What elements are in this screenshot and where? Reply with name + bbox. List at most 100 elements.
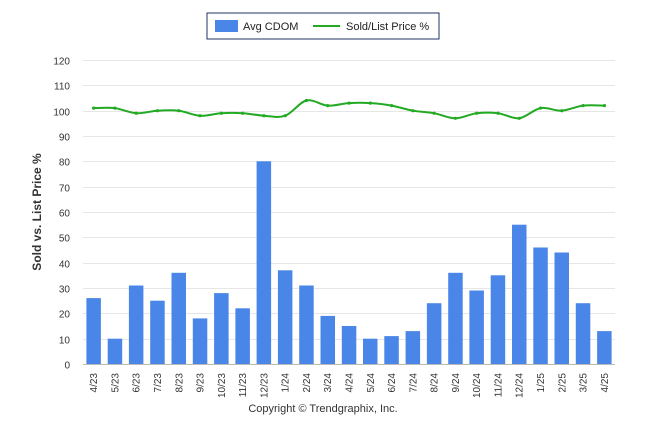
legend-swatch-bar xyxy=(215,20,238,32)
y-tick-label: 20 xyxy=(59,310,71,321)
legend: Avg CDOM Sold/List Price % xyxy=(206,12,440,40)
y-tick-label: 30 xyxy=(59,285,71,296)
point-sold-list-10-24 xyxy=(475,111,479,115)
y-tick-label: 70 xyxy=(59,184,71,195)
bar-avg-cdom-4-25 xyxy=(597,331,612,364)
point-sold-list-8-23 xyxy=(177,109,181,113)
copyright-text: Copyright © Trendgraphix, Inc. xyxy=(248,403,398,415)
point-sold-list-2-24 xyxy=(304,98,308,103)
y-tick-label: 40 xyxy=(59,260,71,271)
point-sold-list-6-23 xyxy=(134,111,138,115)
x-axis-ticks: 4/23 5/23 6/23 7/23 8/23 9/23 10/23 11/23 12/23 1… xyxy=(89,373,611,398)
bar-avg-cdom-10-23 xyxy=(214,293,229,364)
bar-avg-cdom-7-23 xyxy=(150,300,165,364)
bar-avg-cdom-12-24 xyxy=(512,224,527,364)
line-series xyxy=(92,98,607,120)
bar-avg-cdom-9-24 xyxy=(448,272,463,364)
bar-avg-cdom-5-24 xyxy=(363,338,378,364)
point-sold-list-4-23 xyxy=(92,106,96,110)
x-tick-label: 1/25 xyxy=(536,373,547,393)
point-sold-list-4-25 xyxy=(602,104,607,108)
bar-avg-cdom-5-23 xyxy=(107,338,123,364)
point-sold-list-3-25 xyxy=(581,104,585,108)
x-tick-label: 9/24 xyxy=(451,373,462,393)
x-tick-label: 12/23 xyxy=(259,373,270,398)
x-tick-label: 9/23 xyxy=(196,373,207,393)
bar-avg-cdom-6-23 xyxy=(128,285,144,364)
bar-avg-cdom-11-23 xyxy=(235,308,250,364)
bar-avg-cdom-2-25 xyxy=(554,252,569,364)
x-tick-label: 4/25 xyxy=(600,373,611,393)
point-sold-list-3-24 xyxy=(326,104,330,108)
bar-avg-cdom-1-25 xyxy=(533,247,548,364)
bar-avg-cdom-4-23 xyxy=(86,298,101,364)
bar-series xyxy=(86,161,612,364)
x-tick-label: 2/25 xyxy=(557,373,568,393)
point-sold-list-12-24 xyxy=(517,116,521,120)
point-sold-list-6-24 xyxy=(390,104,394,108)
bar-avg-cdom-10-24 xyxy=(469,290,484,364)
point-sold-list-1-24 xyxy=(283,114,287,118)
x-tick-label: 3/24 xyxy=(323,373,334,393)
x-tick-label: 6/24 xyxy=(387,373,398,393)
x-tick-label: 5/24 xyxy=(366,373,377,393)
bar-avg-cdom-7-24 xyxy=(405,331,421,364)
point-sold-list-11-24 xyxy=(496,111,500,115)
x-tick-label: 11/24 xyxy=(494,373,505,398)
y-tick-label: 110 xyxy=(54,82,70,93)
y-tick-label: 90 xyxy=(59,133,71,144)
x-tick-label: 1/24 xyxy=(281,373,292,393)
point-sold-list-7-24 xyxy=(411,109,415,113)
point-sold-list-11-23 xyxy=(241,111,245,115)
bar-avg-cdom-12-23 xyxy=(256,161,272,364)
y-tick-label: 100 xyxy=(53,108,70,119)
bar-avg-cdom-3-25 xyxy=(575,303,591,364)
bar-avg-cdom-8-24 xyxy=(426,303,442,364)
x-tick-label: 7/24 xyxy=(408,373,419,393)
x-tick-label: 8/24 xyxy=(430,373,441,393)
x-tick-label: 4/24 xyxy=(345,373,356,393)
x-tick-label: 8/23 xyxy=(174,373,185,393)
bar-avg-cdom-11-24 xyxy=(490,275,506,364)
x-tick-label: 11/23 xyxy=(238,373,249,398)
legend-label-line: Sold/List Price % xyxy=(346,21,429,33)
x-tick-label: 2/24 xyxy=(302,373,313,393)
y-tick-label: 80 xyxy=(59,158,71,169)
point-sold-list-5-23 xyxy=(113,106,117,110)
bar-avg-cdom-1-24 xyxy=(277,270,293,364)
point-sold-list-9-24 xyxy=(453,116,457,120)
point-sold-list-1-25 xyxy=(538,106,543,110)
point-sold-list-8-24 xyxy=(432,111,436,115)
point-sold-list-12-23 xyxy=(262,114,266,118)
point-sold-list-10-23 xyxy=(219,111,223,115)
y-tick-label: 10 xyxy=(59,336,71,347)
point-sold-list-4-24 xyxy=(347,101,351,105)
x-tick-label: 12/24 xyxy=(515,373,526,398)
point-sold-list-7-23 xyxy=(155,109,160,113)
bar-avg-cdom-8-23 xyxy=(171,272,186,364)
y-tick-label: 50 xyxy=(59,234,71,245)
x-tick-label: 6/23 xyxy=(132,373,143,393)
bar-avg-cdom-6-24 xyxy=(384,336,399,364)
y-axis-ticks: 0 10 20 30 40 50 60 70 80 90 100 110 120 xyxy=(53,57,70,372)
y-tick-label: 0 xyxy=(64,361,70,372)
point-sold-list-9-23 xyxy=(198,114,202,118)
x-tick-label: 10/23 xyxy=(217,373,228,398)
bar-avg-cdom-4-24 xyxy=(341,326,357,364)
x-tick-label: 4/23 xyxy=(89,373,100,393)
x-tick-label: 7/23 xyxy=(153,373,164,393)
y-axis-title: Sold vs. List Price % xyxy=(30,153,44,271)
y-tick-label: 60 xyxy=(59,209,71,220)
x-tick-label: 10/24 xyxy=(472,373,483,398)
point-sold-list-5-24 xyxy=(368,101,372,105)
y-tick-label: 120 xyxy=(53,57,70,68)
legend-label-bar: Avg CDOM xyxy=(243,21,298,33)
bar-avg-cdom-2-24 xyxy=(299,285,314,364)
x-tick-label: 3/25 xyxy=(579,373,590,393)
x-tick-label: 5/23 xyxy=(110,373,121,393)
bar-avg-cdom-9-23 xyxy=(192,318,208,364)
bar-avg-cdom-3-24 xyxy=(320,315,335,364)
point-sold-list-2-25 xyxy=(560,109,564,113)
